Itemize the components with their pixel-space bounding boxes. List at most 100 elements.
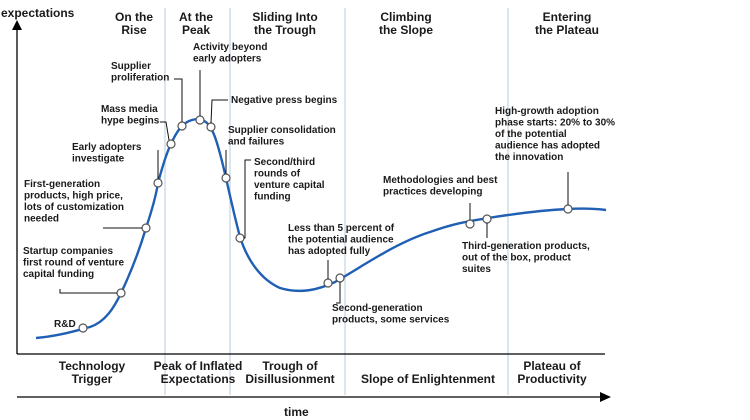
phase-labels-bottom: Technology Trigger Peak of Inflated Expect… [59,359,587,386]
phase-peak-of-inflated-expectations: Peak of Inflated Expectations [154,359,243,386]
text-line: R&D [54,319,76,330]
text-line: the innovation [495,152,563,163]
text-line: Expectations [161,372,236,386]
text-line: Peak [182,23,210,37]
annotation-early-adopters: Early adopters investigate [72,142,142,165]
text-line: needed [24,214,59,225]
text-line: funding [254,192,291,203]
text-line: Slope of Enlightenment [361,372,495,386]
text-line: the Trough [254,23,316,37]
text-line: Activity beyond [193,42,267,53]
text-line: has adopted fully [288,246,371,257]
annotation-second-third: Second/third rounds of venture capital fund… [254,157,325,203]
text-line: of the potential [495,129,567,140]
phase-top-on-the-rise: On the Rise [115,10,153,37]
annotation-consolidation: Supplier consolidation and failures [228,125,336,148]
phase-top-climbing: Climbing the Slope [379,10,433,37]
text-line: products, some services [332,315,450,326]
annotation-second-gen: Second-generation products, some services [332,303,450,326]
marker-second-third [235,233,245,243]
text-line: Methodologies and best [383,175,498,186]
annotation-supplier-prolif: Supplier proliferation [111,61,169,84]
phase-dividers [164,8,509,395]
marker-less-than-5 [323,278,333,288]
marker-consolidation [221,173,231,183]
marker-activity-beyond [195,115,205,125]
leader-supplier-prolif [174,78,183,122]
text-line: Less than 5 percent of [288,223,395,234]
text-line: Negative press begins [231,95,338,106]
text-line: Early adopters [72,142,142,153]
text-line: Disillusionment [245,372,334,386]
text-line: first round of venture [23,258,125,269]
marker-first-gen [141,223,151,233]
time-axis-arrow [600,392,611,402]
phase-top-entering: Entering the Plateau [535,10,599,37]
text-line: Supplier consolidation [228,125,336,136]
annotation-rd: R&D [54,319,76,330]
text-line: venture capital [254,180,325,191]
text-line: the potential audience [288,235,394,246]
annotations: R&D Startup companies first round of vent… [23,42,615,330]
annotation-high-growth: High-growth adoption phase starts: 20% to… [495,106,615,163]
marker-negative-press [206,122,216,132]
text-line: the Slope [379,23,433,37]
marker-high-growth [563,204,573,214]
annotation-third-gen: Third-generation products, out of the box… [462,241,590,275]
marker-startup [116,288,126,298]
annotation-mass-media: Mass media hype begins [101,104,160,127]
annotation-activity-beyond: Activity beyond early adopters [193,42,267,65]
text-line: Mass media [101,104,158,115]
leader-mass-media [160,121,170,141]
text-line: Rise [121,23,147,37]
annotation-less-than-5: Less than 5 percent of the potential audi… [288,223,395,257]
text-line: Peak of Inflated [154,359,243,373]
leader-negative-press [210,99,228,124]
text-line: On the [115,10,153,24]
x-axis-label: time [284,405,309,419]
text-line: At the [179,10,213,24]
text-line: Trough of [262,359,318,373]
text-line: investigate [72,154,125,165]
text-line: Trigger [72,372,113,386]
text-line: capital funding [23,269,94,280]
text-line: Startup companies [23,246,113,257]
text-line: Supplier [111,61,151,72]
text-line: Productivity [517,372,587,386]
annotation-first-gen: First-generation products, high price, lot… [24,179,124,225]
text-line: phase starts: 20% to 30% [495,118,615,129]
text-line: products, high price, [24,191,123,202]
phase-slope-of-enlightenment: Slope of Enlightenment [361,372,495,386]
text-line: Sliding Into [252,10,317,24]
phase-trough-of-disillusionment: Trough of Disillusionment [245,359,334,386]
text-line: out of the box, product [462,253,572,264]
text-line: Third-generation products, [462,241,590,252]
phase-technology-trigger: Technology Trigger [59,359,126,386]
text-line: Entering [543,10,592,24]
text-line: lots of customization [24,202,124,213]
text-line: Second-generation [332,303,423,314]
annotation-negative-press: Negative press begins [231,95,338,106]
curve-markers [59,70,573,333]
marker-rd [78,323,88,333]
y-axis-arrow [12,20,22,30]
text-line: audience has adopted [495,141,600,152]
marker-mass-media [166,139,176,149]
text-line: High-growth adoption [495,106,599,117]
text-line: Climbing [380,10,431,24]
text-line: proliferation [111,73,169,84]
text-line: Second/third [254,157,315,168]
text-line: the Plateau [535,23,599,37]
text-line: Plateau of [523,359,581,373]
text-line: suites [462,264,491,275]
leader-second-third [244,159,251,239]
y-axis-label: expectations [1,6,75,20]
text-line: rounds of [254,169,301,180]
text-line: First-generation [24,179,100,190]
annotation-startup: Startup companies first round of venture c… [23,246,125,280]
phase-plateau-of-productivity: Plateau of Productivity [517,359,587,386]
hype-curve [35,118,607,340]
text-line: and failures [228,137,285,148]
phase-labels-top: On the Rise At the Peak Sliding Into the Tr… [115,10,599,37]
